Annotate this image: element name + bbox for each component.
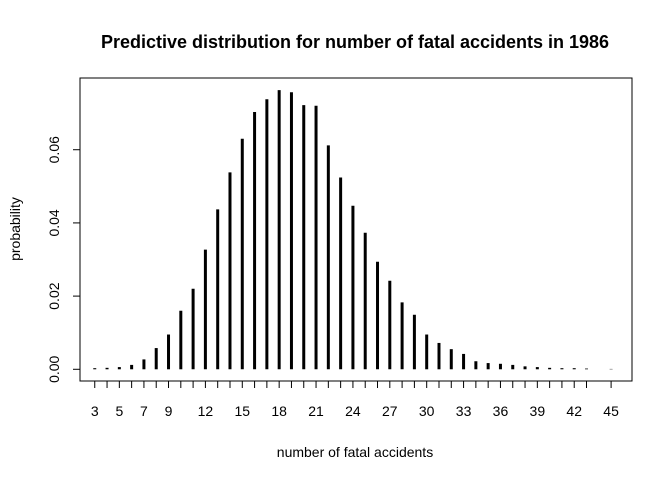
x-tick-label-45: 45 — [603, 403, 619, 419]
x-tick-label-9: 9 — [165, 403, 173, 419]
x-axis-label: number of fatal accidents — [277, 444, 433, 460]
y-tick-label-3: 0.06 — [46, 136, 62, 163]
y-tick-label-1: 0.02 — [46, 282, 62, 309]
x-tick-label-5: 5 — [115, 403, 123, 419]
x-tick-label-36: 36 — [493, 403, 509, 419]
chart-title: Predictive distribution for number of fa… — [101, 32, 609, 52]
y-tick-label-2: 0.04 — [46, 209, 62, 236]
x-tick-label-21: 21 — [308, 403, 324, 419]
x-tick-label-15: 15 — [234, 403, 250, 419]
y-tick-label-0: 0.00 — [46, 355, 62, 382]
x-tick-label-30: 30 — [419, 403, 435, 419]
x-tick-label-3: 3 — [91, 403, 99, 419]
plot-frame — [79, 77, 633, 382]
x-tick-label-12: 12 — [198, 403, 214, 419]
x-tick-label-7: 7 — [140, 403, 148, 419]
x-tick-label-24: 24 — [345, 403, 361, 419]
y-axis: 0.00 0.02 0.04 0.06 — [46, 136, 81, 383]
bars-group — [93, 90, 613, 370]
x-axis: 3 5 7 9 12 15 18 21 24 27 30 33 36 39 42 45 — [91, 380, 619, 419]
x-tick-label-33: 33 — [456, 403, 472, 419]
x-tick-label-18: 18 — [271, 403, 287, 419]
x-tick-label-42: 42 — [566, 403, 582, 419]
x-tick-label-27: 27 — [382, 403, 398, 419]
x-tick-label-39: 39 — [530, 403, 546, 419]
y-axis-label: probability — [7, 197, 23, 261]
